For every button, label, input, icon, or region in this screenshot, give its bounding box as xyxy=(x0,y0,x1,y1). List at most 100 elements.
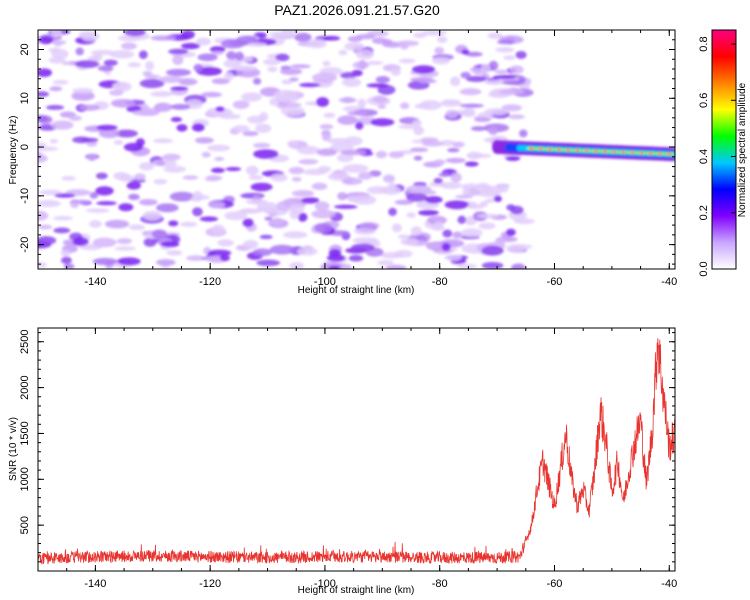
noise-blob xyxy=(214,156,225,162)
signal-track xyxy=(492,140,675,162)
noise-blob xyxy=(399,102,410,110)
track-peak xyxy=(667,153,672,156)
x-tick-label: -40 xyxy=(661,276,677,288)
noise-blob xyxy=(513,218,535,225)
snr-x-axis-label: Height of straight line (km) xyxy=(298,585,415,596)
noise-blob xyxy=(269,244,295,255)
snr-plot-area xyxy=(38,328,675,571)
noise-blob xyxy=(252,142,271,149)
noise-blob xyxy=(113,140,124,145)
noise-blob xyxy=(488,127,498,136)
noise-blob xyxy=(388,151,405,159)
noise-blob xyxy=(290,64,311,69)
noise-blob xyxy=(347,110,368,116)
track-peak xyxy=(566,149,571,151)
chart-title: PAZ1.2026.091.21.57.G20 xyxy=(274,2,440,18)
noise-blob xyxy=(382,174,396,183)
noise-blob xyxy=(328,137,351,145)
noise-blob xyxy=(317,165,331,173)
track-peak xyxy=(639,152,644,154)
noise-blob xyxy=(252,248,273,257)
noise-blob xyxy=(168,48,189,55)
noise-blob xyxy=(95,186,114,196)
noise-blob xyxy=(63,263,75,269)
noise-blob xyxy=(49,86,63,92)
noise-blob xyxy=(205,175,223,181)
noise-blob xyxy=(246,42,267,47)
colorbar-tick-label: 0.6 xyxy=(698,93,710,108)
noise-blob xyxy=(128,224,146,231)
noise-blob xyxy=(444,200,470,210)
noise-blob xyxy=(87,153,97,162)
noise-blob xyxy=(291,190,315,197)
noise-blob xyxy=(307,38,327,49)
noise-blob xyxy=(170,117,183,122)
noise-blob xyxy=(372,95,388,103)
noise-blob xyxy=(85,208,110,213)
noise-blob xyxy=(142,71,153,77)
noise-blob xyxy=(38,36,54,45)
noise-blob xyxy=(38,262,47,268)
noise-blob xyxy=(481,261,504,269)
x-tick-label: -80 xyxy=(432,578,448,590)
noise-blob xyxy=(38,146,59,151)
noise-blob xyxy=(456,263,478,269)
noise-blob xyxy=(506,244,526,253)
noise-blob xyxy=(291,176,302,182)
noise-blob xyxy=(72,88,94,94)
noise-blob xyxy=(191,123,205,132)
noise-blob xyxy=(462,186,471,197)
noise-blob xyxy=(243,239,259,250)
noise-blob xyxy=(275,53,290,62)
noise-blob xyxy=(54,193,76,198)
noise-blob xyxy=(413,32,427,39)
track-peak xyxy=(538,147,543,150)
noise-blob xyxy=(193,63,203,72)
noise-blob xyxy=(210,167,225,174)
noise-blob xyxy=(375,76,390,84)
noise-blob xyxy=(301,197,320,204)
noise-blob xyxy=(352,61,370,69)
noise-blob xyxy=(414,103,431,109)
noise-blob xyxy=(337,192,348,201)
noise-blob xyxy=(484,108,509,116)
noise-blob xyxy=(427,215,447,225)
noise-blob xyxy=(153,178,168,185)
spectrogram-frame xyxy=(37,29,676,270)
noise-blob xyxy=(519,129,528,138)
noise-blob xyxy=(192,207,203,217)
noise-blob xyxy=(182,175,199,180)
track-peak xyxy=(630,151,635,154)
noise-blob xyxy=(209,46,226,53)
noise-blob xyxy=(433,159,446,165)
noise-blob xyxy=(377,104,386,110)
colorbar-label: Normalized spectral amplitude xyxy=(737,82,748,217)
noise-blob xyxy=(502,80,526,86)
noise-blob xyxy=(150,91,174,97)
noise-blob xyxy=(348,254,364,262)
noise-blob xyxy=(197,53,218,62)
noise-blob xyxy=(406,184,432,194)
noise-blob xyxy=(450,172,462,183)
noise-blob xyxy=(280,102,302,108)
noise-blob xyxy=(240,92,262,102)
noise-blob xyxy=(342,164,369,173)
track-peak xyxy=(547,148,553,151)
noise-blob xyxy=(377,260,394,266)
noise-blob xyxy=(110,98,135,108)
noise-blob xyxy=(38,115,53,124)
y-tick-label: 0 xyxy=(19,144,31,150)
noise-blob xyxy=(103,59,118,66)
noise-blob xyxy=(501,104,522,112)
spectrogram-marks xyxy=(38,30,675,269)
noise-blob xyxy=(418,209,439,216)
noise-blob xyxy=(432,57,450,65)
noise-blob xyxy=(465,51,483,57)
noise-blob xyxy=(433,177,443,184)
noise-blob xyxy=(38,154,48,163)
snr-ticks: -140 -120 -100 -80 -60 -40 500 1000 1500 2000 2500 xyxy=(19,328,677,590)
noise-blob xyxy=(224,71,234,81)
noise-blob xyxy=(289,77,299,82)
noise-blob xyxy=(280,68,303,75)
